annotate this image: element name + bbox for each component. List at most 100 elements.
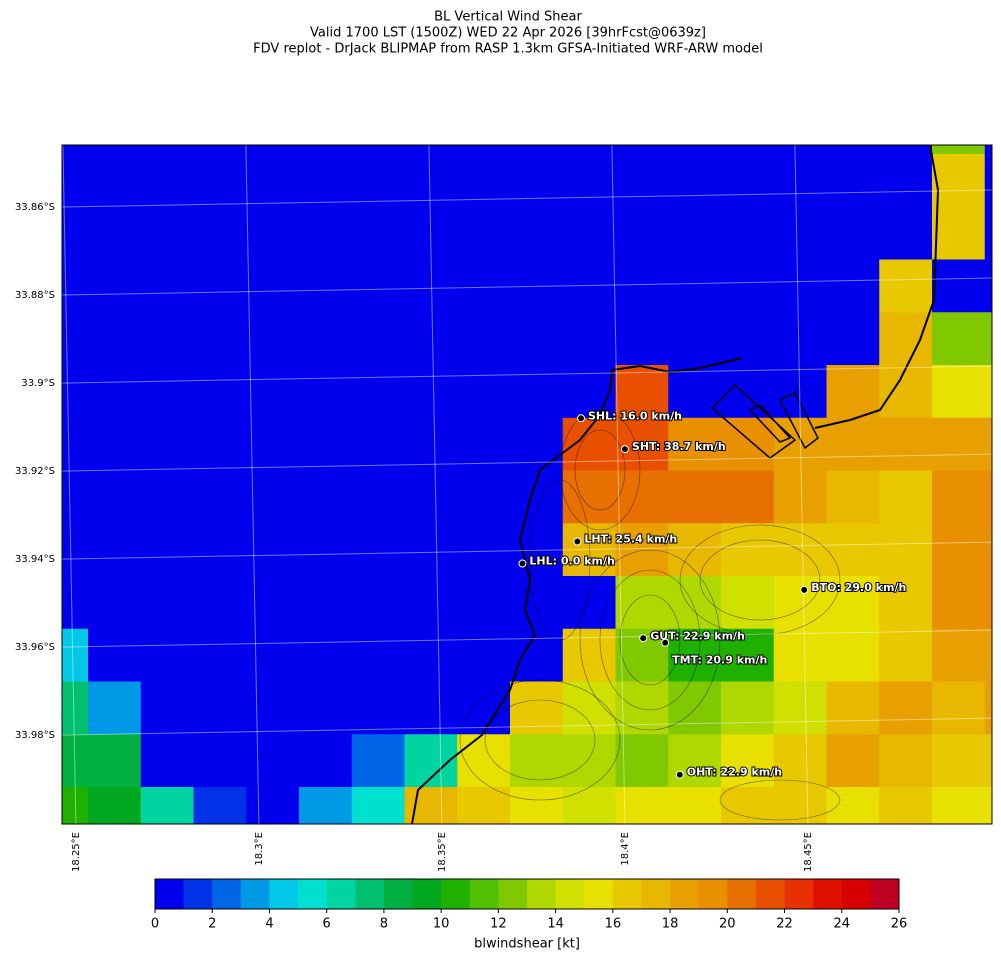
shear-cell xyxy=(721,417,775,471)
shear-cell xyxy=(932,523,986,577)
shear-cell xyxy=(193,365,247,419)
shear-cell xyxy=(826,154,880,208)
shear-cell xyxy=(668,576,722,630)
shear-cell xyxy=(299,312,353,366)
shear-cell xyxy=(668,628,722,682)
shear-cell xyxy=(773,470,827,524)
grid-line xyxy=(61,189,993,208)
colorbar-segment xyxy=(527,879,556,909)
shear-cell xyxy=(879,576,933,630)
shear-cell xyxy=(562,787,616,824)
shear-cell xyxy=(984,470,992,524)
shear-cell xyxy=(879,734,933,788)
shear-cell xyxy=(299,259,353,313)
colorbar-segment xyxy=(441,879,471,909)
shear-cell xyxy=(140,628,194,682)
colorbar-segment xyxy=(383,879,413,909)
shear-cell xyxy=(510,417,564,471)
shear-cell xyxy=(193,145,247,155)
shear-cell xyxy=(404,523,458,577)
shear-cell xyxy=(615,312,669,366)
shear-cell xyxy=(932,154,986,208)
shear-cell xyxy=(62,576,89,630)
shear-cell xyxy=(299,787,353,824)
shear-cell xyxy=(510,576,564,630)
shear-cell xyxy=(510,259,564,313)
shear-cell xyxy=(351,259,405,313)
colorbar-tick-label: 2 xyxy=(208,917,216,932)
shear-cell xyxy=(773,576,827,630)
shear-cell xyxy=(773,787,827,824)
shear-cell xyxy=(62,145,89,155)
colorbar-segment xyxy=(269,879,299,909)
shear-cell xyxy=(668,259,722,313)
shear-cell xyxy=(299,576,353,630)
shear-cell xyxy=(668,523,722,577)
shear-cell xyxy=(193,628,247,682)
shear-cell xyxy=(562,681,616,735)
shear-cell xyxy=(404,154,458,208)
shear-cell xyxy=(351,523,405,577)
station-marker xyxy=(620,445,629,454)
shear-cell xyxy=(562,145,616,155)
shear-cell xyxy=(984,259,992,313)
shear-cell xyxy=(299,681,353,735)
lon-tick-label: 18.25°E xyxy=(71,832,82,872)
shear-cell xyxy=(932,470,986,524)
shear-cell xyxy=(984,681,992,735)
shear-cell xyxy=(246,145,300,155)
colorbar-tick-label: 6 xyxy=(323,917,331,932)
shear-cell xyxy=(404,259,458,313)
shear-cell xyxy=(404,576,458,630)
shear-cell xyxy=(984,145,992,155)
shear-cell xyxy=(826,523,880,577)
shear-cell xyxy=(879,365,933,419)
shear-cell xyxy=(62,681,89,735)
shear-cell xyxy=(404,206,458,260)
shear-cell xyxy=(404,787,458,824)
shear-cell xyxy=(404,312,458,366)
shear-cell xyxy=(773,681,827,735)
shear-cell xyxy=(826,734,880,788)
shear-cell xyxy=(62,787,89,824)
shear-cell xyxy=(879,470,933,524)
shear-cell xyxy=(562,523,616,577)
shear-cell xyxy=(826,206,880,260)
colorbar-segment xyxy=(326,879,356,909)
shear-cell xyxy=(721,259,775,313)
shear-cell xyxy=(140,734,194,788)
shear-cell xyxy=(88,628,142,682)
shear-cell xyxy=(88,470,142,524)
shear-cell xyxy=(826,787,880,824)
shear-cell xyxy=(984,206,992,260)
shear-cell xyxy=(615,145,669,155)
lon-tick-label: 18.4°E xyxy=(620,832,631,866)
shear-cell xyxy=(510,145,564,155)
shear-cell xyxy=(457,206,511,260)
lon-tick-label: 18.45°E xyxy=(803,832,814,872)
colorbar-segment xyxy=(469,879,499,909)
shear-cell xyxy=(879,206,933,260)
shear-cell xyxy=(457,145,511,155)
shear-cell xyxy=(246,365,300,419)
shear-cell xyxy=(615,470,669,524)
colorbar-segment xyxy=(355,879,385,909)
shear-cell xyxy=(721,312,775,366)
shear-cell xyxy=(826,145,880,155)
lat-tick-label: 33.98°S xyxy=(15,730,55,741)
shear-cell xyxy=(193,206,247,260)
shear-cell xyxy=(457,787,511,824)
shear-cell xyxy=(62,365,89,419)
shear-cell xyxy=(668,312,722,366)
shear-cell xyxy=(932,681,986,735)
shear-cell xyxy=(826,628,880,682)
shear-cell xyxy=(404,365,458,419)
shear-cell xyxy=(984,628,992,682)
shear-cell xyxy=(721,523,775,577)
shear-cell xyxy=(510,523,564,577)
station-marker xyxy=(576,414,585,423)
shear-cell xyxy=(193,312,247,366)
station-label: SHT: 38.7 km/h xyxy=(632,440,726,453)
colorbar-label: blwindshear [kt] xyxy=(474,937,580,952)
shear-cell xyxy=(773,523,827,577)
